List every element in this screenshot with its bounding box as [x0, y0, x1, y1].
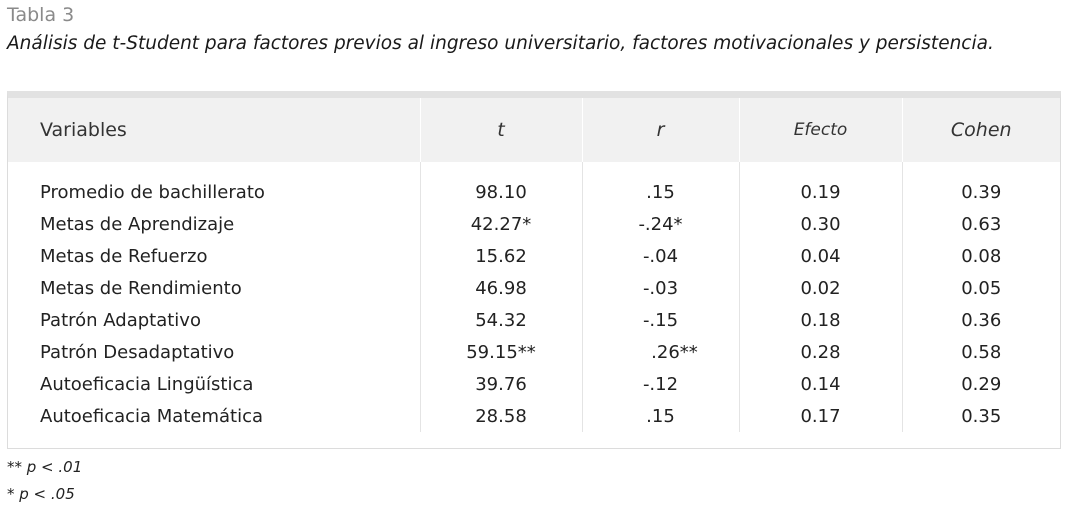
cell-variable: Patrón Adaptativo [40, 309, 201, 331]
cell-t: 59.15** [419, 336, 582, 368]
cell-efecto: 0.19 [738, 176, 902, 208]
cell-r: -.12 [581, 368, 739, 400]
cell-r: .15 [581, 400, 739, 432]
table-row: Metas de Refuerzo 15.62 -.04 0.04 0.08 [8, 240, 1060, 272]
cell-variable: Autoeficacia Matemática [40, 405, 264, 427]
note-p05: * p < .05 [7, 485, 75, 503]
cell-efecto: 0.14 [738, 368, 902, 400]
cell-cohen: 0.58 [901, 336, 1060, 368]
cell-efecto: 0.18 [738, 304, 902, 336]
cell-t: 54.32 [419, 304, 582, 336]
cell-t: 15.62 [419, 240, 582, 272]
spacer-row [8, 162, 1060, 176]
t-student-table: Variables t r Efecto Cohen Promedio de b… [8, 98, 1060, 432]
cell-t: 98.10 [419, 176, 582, 208]
cell-cohen: 0.35 [901, 400, 1060, 432]
cell-variable: Patrón Desadaptativo [40, 341, 235, 363]
cell-r: -.04 [581, 240, 739, 272]
cell-t: 39.76 [419, 368, 582, 400]
cell-variable: Metas de Aprendizaje [40, 213, 235, 235]
cell-cohen: 0.39 [901, 176, 1060, 208]
header-r: r [581, 98, 739, 162]
cell-r: .26** [581, 336, 739, 368]
cell-t: 46.98 [419, 272, 582, 304]
cell-cohen: 0.05 [901, 272, 1060, 304]
table-row: Metas de Rendimiento 46.98 -.03 0.02 0.0… [8, 272, 1060, 304]
header-efecto: Efecto [738, 98, 902, 162]
cell-efecto: 0.17 [738, 400, 902, 432]
cell-efecto: 0.28 [738, 336, 902, 368]
results-table: Variables t r Efecto Cohen Promedio de b… [7, 91, 1061, 449]
table-row: Promedio de bachillerato 98.10 .15 0.19 … [8, 176, 1060, 208]
cell-efecto: 0.04 [738, 240, 902, 272]
cell-cohen: 0.63 [901, 208, 1060, 240]
cell-cohen: 0.08 [901, 240, 1060, 272]
table-row: Autoeficacia Lingüística 39.76 -.12 0.14… [8, 368, 1060, 400]
cell-r: -.24* [581, 208, 739, 240]
header-variables: Variables [8, 98, 420, 162]
cell-variable: Metas de Refuerzo [40, 245, 208, 267]
cell-r: .15 [581, 176, 739, 208]
table-caption: Análisis de t-Student para factores prev… [7, 33, 994, 54]
cell-r: -.03 [581, 272, 739, 304]
header-row: Variables t r Efecto Cohen [8, 98, 1060, 162]
cell-cohen: 0.29 [901, 368, 1060, 400]
cell-r: -.15 [581, 304, 739, 336]
table-row: Patrón Desadaptativo 59.15** .26** 0.28 … [8, 336, 1060, 368]
cell-t: 28.58 [419, 400, 582, 432]
cell-efecto: 0.02 [738, 272, 902, 304]
header-cohen: Cohen [901, 98, 1060, 162]
cell-efecto: 0.30 [738, 208, 902, 240]
table-row: Patrón Adaptativo 54.32 -.15 0.18 0.36 [8, 304, 1060, 336]
table-row: Autoeficacia Matemática 28.58 .15 0.17 0… [8, 400, 1060, 432]
header-t: t [419, 98, 582, 162]
cell-cohen: 0.36 [901, 304, 1060, 336]
table-label: Tabla 3 [7, 4, 75, 26]
cell-variable: Promedio de bachillerato [40, 181, 265, 203]
cell-variable: Autoeficacia Lingüística [40, 373, 254, 395]
table-row: Metas de Aprendizaje 42.27* -.24* 0.30 0… [8, 208, 1060, 240]
note-p01: ** p < .01 [7, 458, 83, 476]
cell-variable: Metas de Rendimiento [40, 277, 242, 299]
cell-t: 42.27* [419, 208, 582, 240]
